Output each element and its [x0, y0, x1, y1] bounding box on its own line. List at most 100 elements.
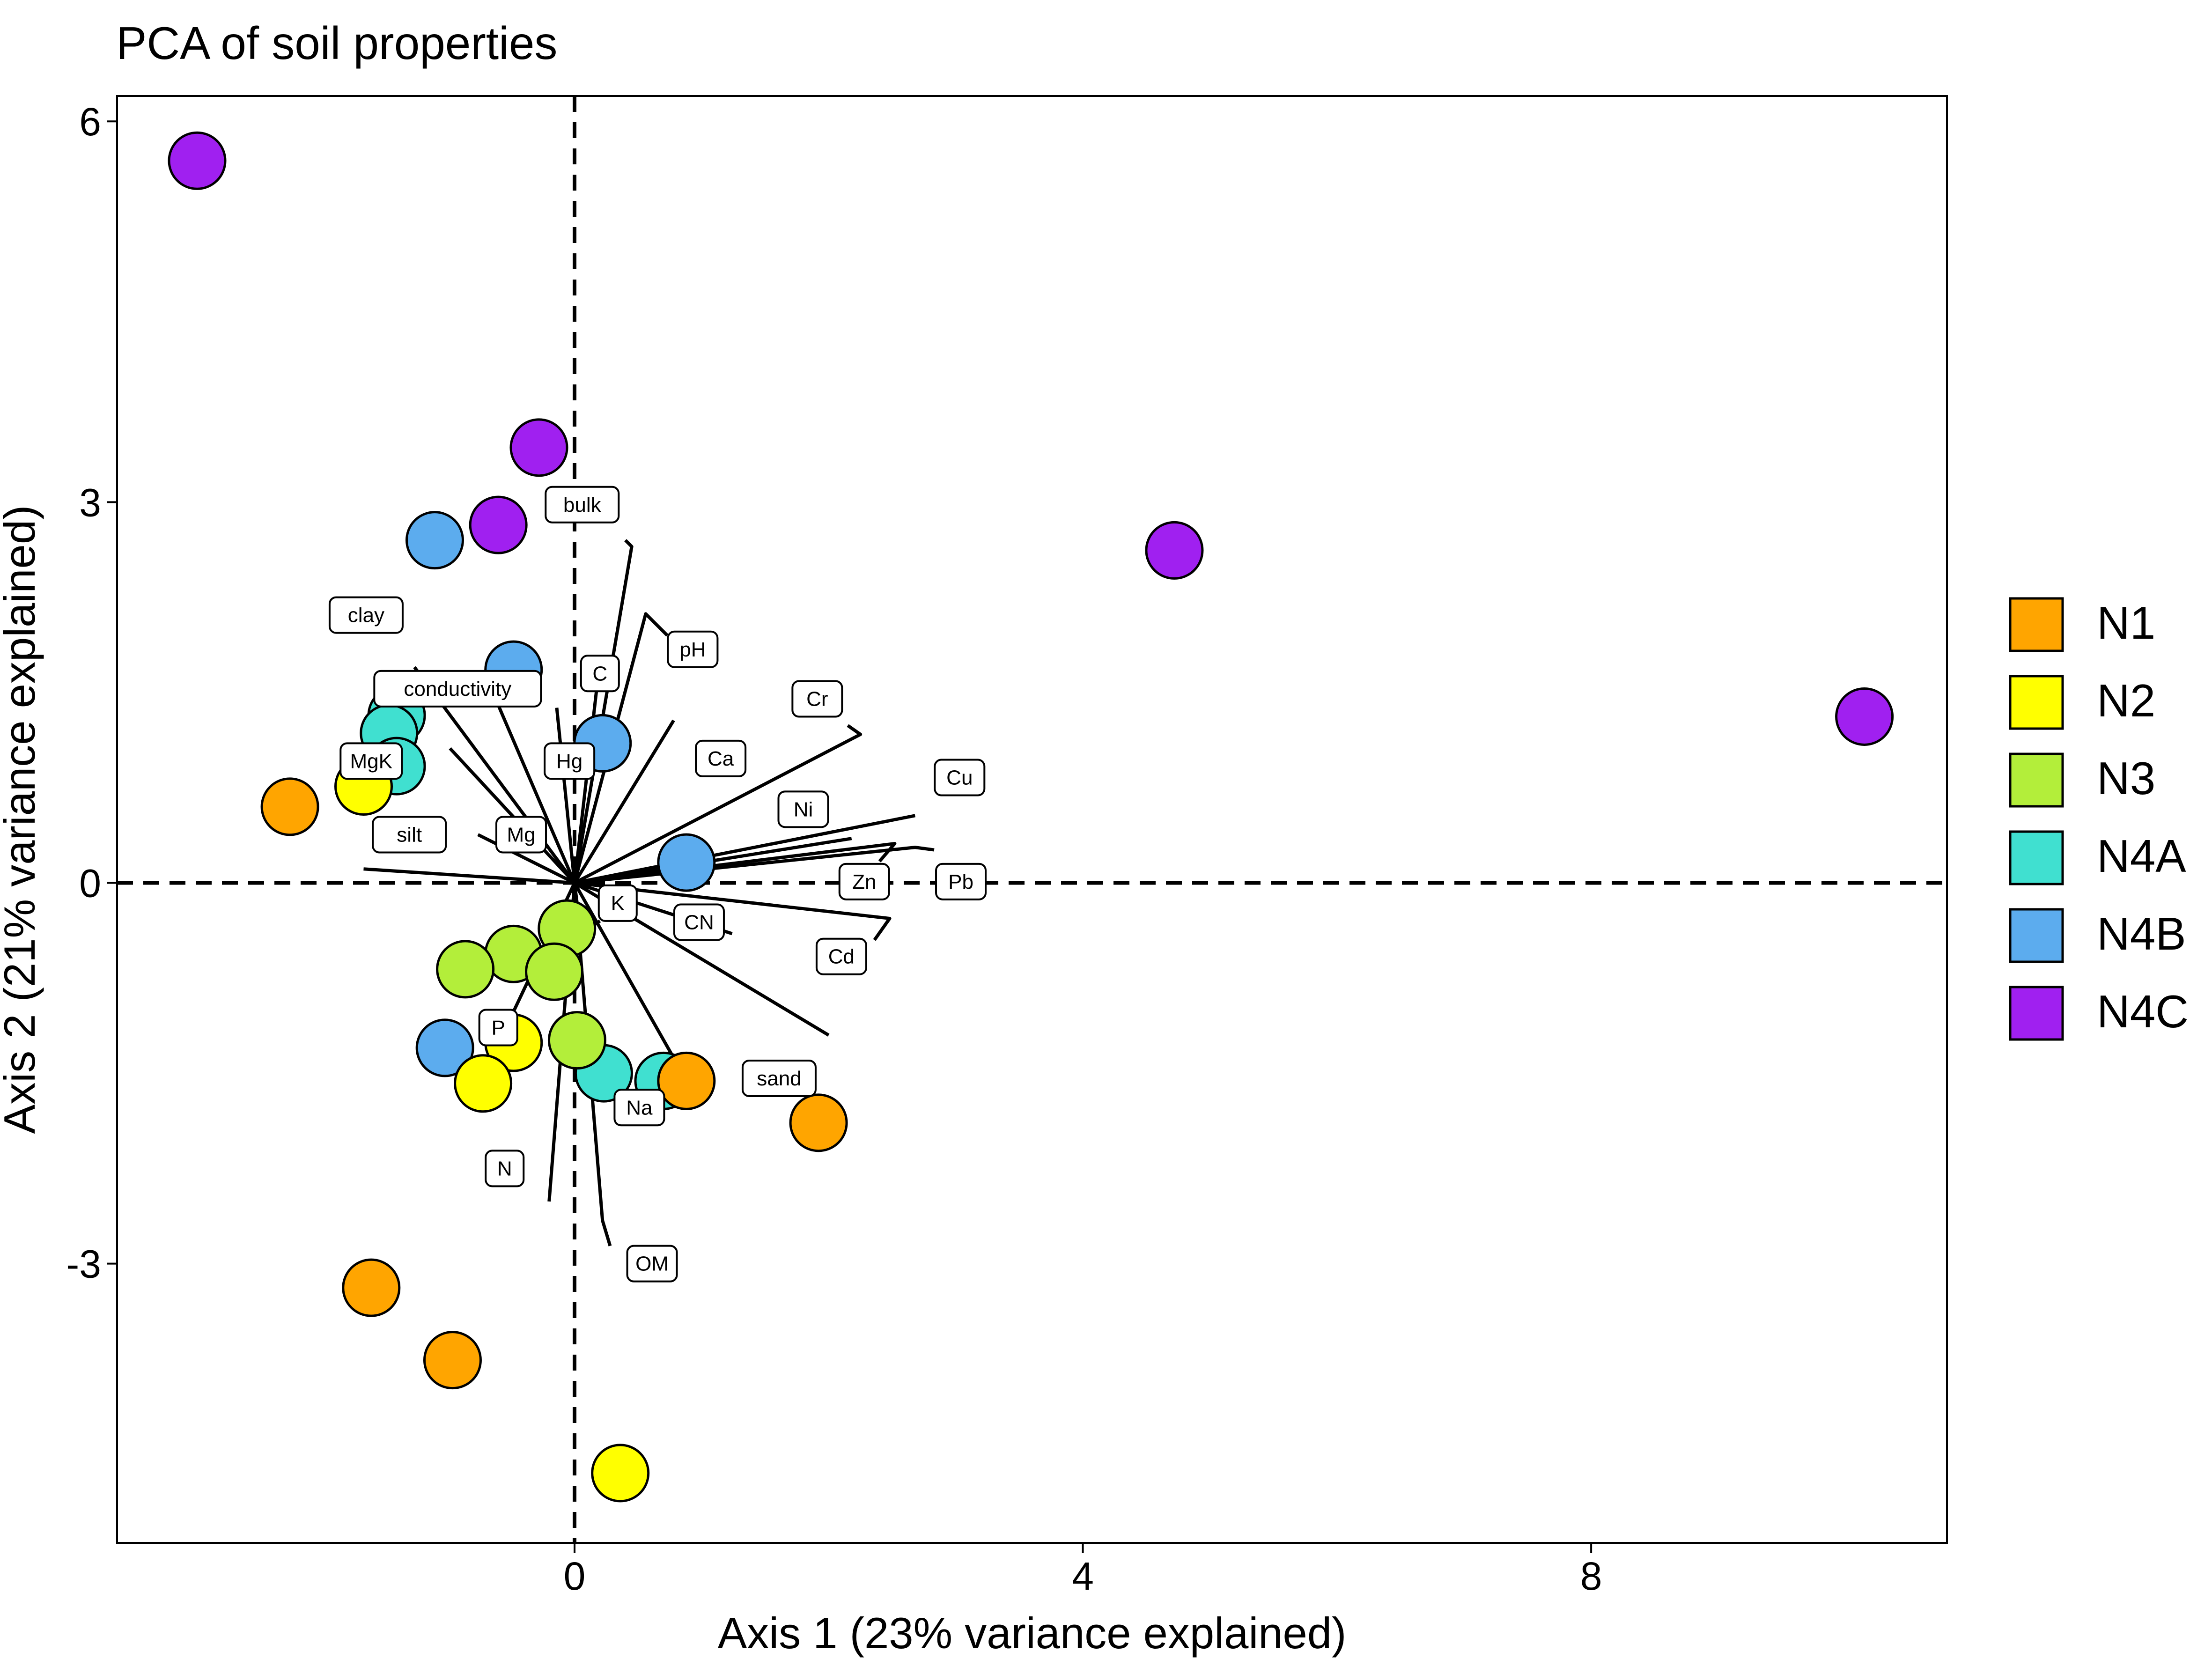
loading-label-Cu: Cu [934, 759, 986, 796]
point-N1 [423, 1331, 482, 1390]
loading-label-Zn: Zn [838, 863, 890, 900]
loading-label-text: Hg [556, 750, 582, 773]
loading-label-P: P [478, 1009, 518, 1047]
point-N2 [591, 1444, 650, 1503]
legend-swatch [2009, 597, 2064, 652]
loading-label-text: Mg [507, 824, 535, 847]
loading-label-text: Cr [806, 688, 828, 711]
loading-label-text: clay [348, 604, 384, 627]
legend-item-N3: N3 [2009, 752, 2155, 808]
loading-line-silt [363, 867, 575, 885]
loading-label-N: N [485, 1150, 525, 1187]
loading-line-Cr [574, 724, 863, 885]
loading-label-silt: silt [372, 816, 447, 854]
loading-line-bulk [573, 539, 634, 884]
loading-label-Na: Na [613, 1089, 665, 1127]
y-tick-label: -3 [66, 1242, 101, 1286]
legend-label: N3 [2097, 752, 2155, 804]
chart-title: PCA of soil properties [116, 17, 557, 69]
loading-label-bulk: bulk [545, 486, 620, 524]
legend-label: N1 [2097, 597, 2155, 649]
loading-label-text: MgK [350, 750, 392, 773]
loading-line-conductivity [496, 704, 576, 884]
point-N3 [547, 1011, 606, 1070]
point-N4C [1145, 521, 1204, 580]
loading-label-text: bulk [563, 494, 602, 516]
point-N1 [789, 1093, 848, 1152]
legend-label: N4C [2097, 986, 2189, 1037]
point-N4C [509, 418, 568, 477]
loading-label-text: Cu [946, 767, 973, 789]
loading-label-text: Pb [948, 870, 973, 893]
loading-label-Pb: Pb [935, 863, 987, 900]
y-tick-label: 3 [79, 480, 101, 524]
loading-line-Mg [477, 833, 575, 885]
loading-label-Mg: Mg [495, 816, 547, 854]
point-N4C [469, 495, 528, 554]
point-N1 [657, 1051, 716, 1110]
loading-label-text: Zn [852, 870, 876, 893]
loading-label-Ni: Ni [777, 790, 829, 828]
loading-label-K: K [597, 884, 638, 922]
loading-label-text: C [592, 662, 607, 685]
legend-item-N4B: N4B [2009, 908, 2186, 963]
point-N2 [454, 1054, 513, 1113]
loading-line-pH [573, 612, 669, 884]
point-N1 [260, 777, 319, 836]
loading-label-Cd: Cd [815, 937, 867, 975]
loading-label-CN: CN [673, 903, 725, 941]
loading-label-text: Ni [794, 798, 813, 821]
y-tick-label: 0 [79, 862, 101, 906]
loading-label-text: N [497, 1157, 512, 1180]
point-N4B [415, 1018, 474, 1077]
legend-swatch [2009, 986, 2064, 1041]
loading-label-Ca: Ca [695, 739, 747, 777]
loading-line-Cd [574, 881, 892, 941]
y-axis-label: Axis 2 (21% variance explained) [0, 505, 44, 1134]
loading-label-text: pH [679, 638, 706, 661]
loading-line-Cu [574, 814, 916, 885]
x-axis: 0 4 8 [564, 1543, 1602, 1598]
loading-label-text: Ca [708, 747, 734, 770]
point-N3 [436, 940, 495, 999]
loading-label-text: OM [635, 1253, 669, 1276]
loading-line-MgK [449, 747, 576, 884]
loading-line-Hg [555, 708, 576, 883]
x-tick-label: 4 [1072, 1554, 1094, 1598]
loading-label-MgK: MgK [339, 742, 403, 780]
legend-item-N4C: N4C [2009, 986, 2189, 1041]
loading-label-Cr: Cr [791, 680, 843, 718]
legend-label: N4B [2097, 908, 2186, 959]
legend-swatch [2009, 908, 2064, 963]
loading-label-Hg: Hg [544, 742, 596, 780]
loading-label-clay: clay [328, 596, 404, 634]
loading-label-text: silt [397, 824, 422, 847]
loading-label-sand: sand [741, 1059, 817, 1097]
point-N1 [342, 1258, 401, 1317]
legend-item-N2: N2 [2009, 675, 2155, 730]
point-N4C [168, 131, 227, 190]
loading-label-text: sand [757, 1067, 801, 1090]
x-axis-label: Axis 1 (23% variance explained) [718, 1608, 1347, 1658]
loading-label-C: C [580, 655, 620, 693]
loading-label-text: Cd [828, 945, 855, 968]
y-axis: -3 0 3 6 [66, 100, 117, 1286]
point-N4B [405, 511, 464, 570]
loading-label-text: conductivity [404, 678, 511, 700]
legend: N1 N2 N3 N4A N4B N4C [2009, 597, 2189, 1041]
legend-label: N2 [2097, 675, 2155, 726]
legend-swatch [2009, 675, 2064, 730]
loading-line-Ca [573, 719, 675, 884]
loading-label-conductivity: conductivity [373, 670, 542, 708]
loading-label-text: P [491, 1017, 505, 1040]
panel-border [116, 95, 1948, 1544]
loading-label-pH: pH [667, 630, 719, 668]
loading-label-text: K [611, 892, 625, 915]
loading-label-OM: OM [626, 1245, 678, 1283]
legend-swatch [2009, 752, 2064, 808]
point-N3 [525, 942, 584, 1001]
x-tick-label: 8 [1580, 1554, 1602, 1598]
